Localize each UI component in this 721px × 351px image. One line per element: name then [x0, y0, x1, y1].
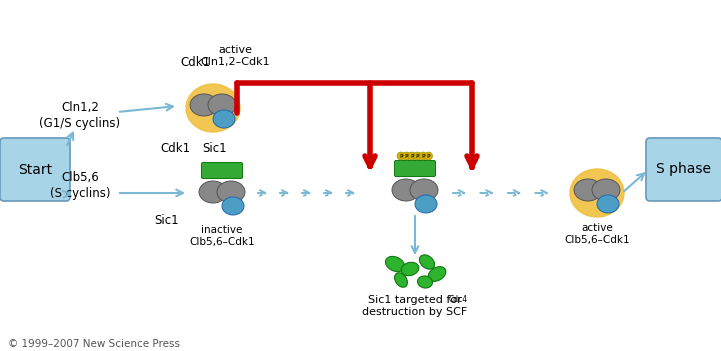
FancyBboxPatch shape: [394, 160, 435, 177]
Text: P: P: [421, 153, 425, 159]
FancyBboxPatch shape: [201, 163, 242, 179]
Ellipse shape: [592, 179, 620, 201]
Text: P: P: [416, 153, 420, 159]
Text: P: P: [399, 153, 403, 159]
Circle shape: [419, 152, 427, 160]
Circle shape: [408, 152, 416, 160]
Text: P: P: [410, 153, 414, 159]
Ellipse shape: [570, 169, 624, 217]
Text: Sic1: Sic1: [203, 141, 227, 154]
Ellipse shape: [386, 256, 404, 272]
Ellipse shape: [208, 94, 236, 116]
Text: P: P: [427, 153, 430, 159]
Text: © 1999–2007 New Science Press: © 1999–2007 New Science Press: [8, 339, 180, 349]
Ellipse shape: [217, 181, 245, 203]
Text: Cln1,2
(G1/S cyclins): Cln1,2 (G1/S cyclins): [40, 100, 120, 130]
Text: S phase: S phase: [657, 163, 712, 177]
Text: Cdk1: Cdk1: [160, 141, 190, 154]
Ellipse shape: [428, 267, 446, 282]
Ellipse shape: [415, 195, 437, 213]
Circle shape: [425, 152, 433, 160]
Ellipse shape: [401, 262, 419, 276]
Circle shape: [402, 152, 410, 160]
FancyBboxPatch shape: [646, 138, 721, 201]
Ellipse shape: [213, 110, 235, 128]
Text: Sic1: Sic1: [155, 213, 180, 226]
Text: active
Cln1,2–Cdk1: active Cln1,2–Cdk1: [200, 45, 270, 67]
Circle shape: [397, 152, 405, 160]
Ellipse shape: [186, 84, 240, 132]
Ellipse shape: [574, 179, 602, 201]
Circle shape: [414, 152, 422, 160]
Text: Cdc4: Cdc4: [449, 295, 468, 304]
Ellipse shape: [190, 94, 218, 116]
Ellipse shape: [597, 195, 619, 213]
Ellipse shape: [392, 179, 420, 201]
Text: Sic1 targeted for
destruction by SCF: Sic1 targeted for destruction by SCF: [363, 295, 468, 317]
Text: Clb5,6
(S cyclins): Clb5,6 (S cyclins): [50, 171, 110, 199]
Text: P: P: [404, 153, 408, 159]
Text: active
Clb5,6–Cdk1: active Clb5,6–Cdk1: [565, 223, 630, 245]
Ellipse shape: [420, 255, 435, 269]
Ellipse shape: [394, 273, 407, 287]
Ellipse shape: [222, 197, 244, 215]
Text: Start: Start: [18, 163, 52, 177]
FancyBboxPatch shape: [0, 138, 70, 201]
Ellipse shape: [417, 276, 433, 288]
Text: inactive
Clb5,6–Cdk1: inactive Clb5,6–Cdk1: [189, 225, 255, 247]
Ellipse shape: [199, 181, 227, 203]
Ellipse shape: [410, 179, 438, 201]
Text: Cdk1: Cdk1: [180, 57, 210, 69]
